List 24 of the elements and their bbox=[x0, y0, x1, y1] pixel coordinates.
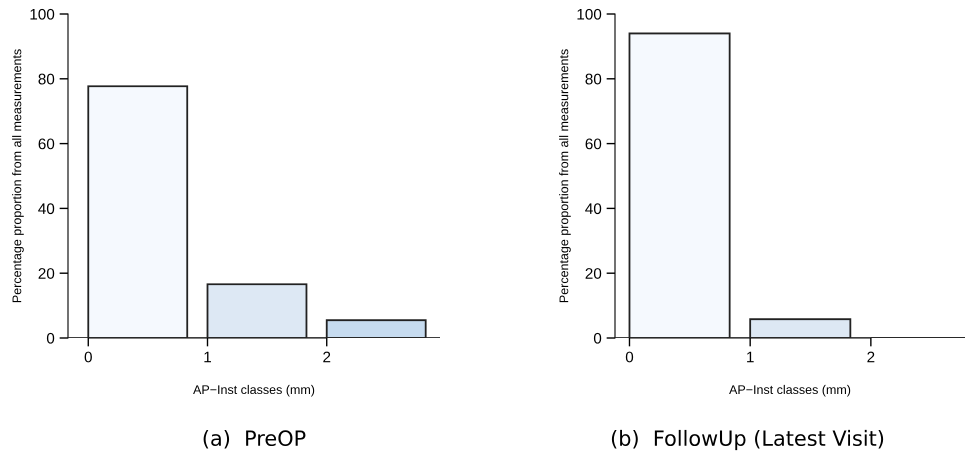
x-axis-title: AP−Inst classes (mm) bbox=[193, 384, 314, 397]
x-axis-title: AP−Inst classes (mm) bbox=[729, 384, 850, 397]
x-tick-label: 2 bbox=[867, 352, 874, 362]
y-tick-label: 80 bbox=[585, 74, 602, 84]
y-tick-label: 100 bbox=[30, 8, 54, 20]
y-tick-label: 60 bbox=[586, 138, 602, 150]
x-tick-label: 0 bbox=[84, 352, 92, 362]
text: (a) PreOP bbox=[204, 430, 306, 448]
y-tick-label: 20 bbox=[586, 268, 602, 279]
y-tick-label: 0 bbox=[594, 332, 602, 344]
y-tick-label: 60 bbox=[38, 138, 54, 150]
x-tick-label: 1 bbox=[747, 352, 754, 362]
y-axis-title: Percentage proportion from all measurements bbox=[12, 49, 24, 302]
x-tick-label: 2 bbox=[323, 352, 330, 362]
text: (b) FollowUp (Latest Visit) bbox=[612, 430, 884, 450]
y-tick-label: 80 bbox=[38, 74, 54, 84]
y-axis-title: Percentage proportion from all measurements bbox=[559, 49, 571, 302]
y-tick-label: 40 bbox=[38, 203, 54, 214]
y-tick-label: 100 bbox=[577, 8, 602, 20]
y-tick-label: 40 bbox=[585, 203, 602, 214]
x-tick-label: 1 bbox=[204, 352, 212, 362]
y-tick-label: 20 bbox=[38, 268, 54, 279]
y-tick-label: 0 bbox=[46, 332, 54, 344]
x-tick-label: 0 bbox=[626, 352, 634, 362]
